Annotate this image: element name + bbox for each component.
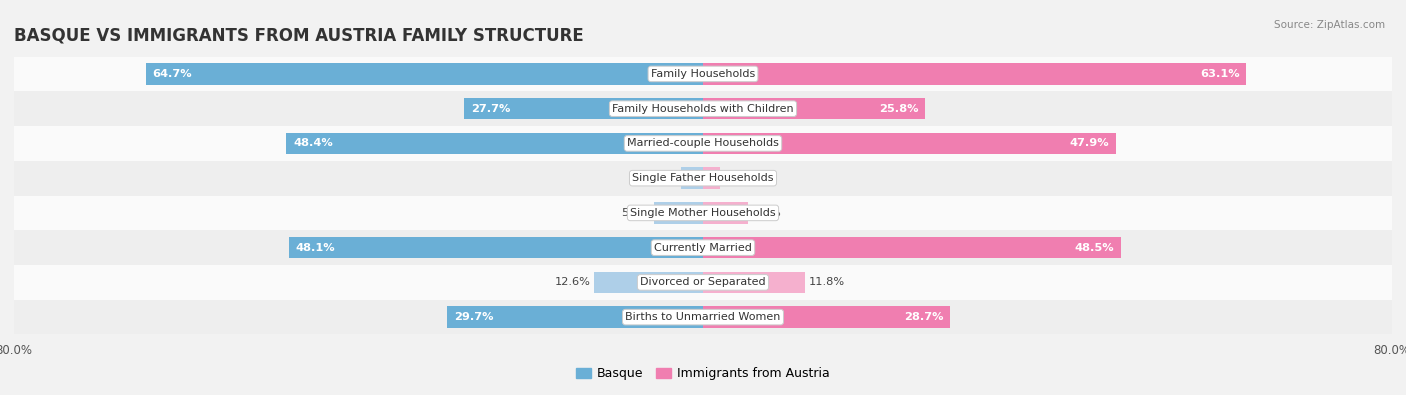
Text: 48.4%: 48.4%: [292, 138, 333, 149]
Bar: [14, 91, 1392, 126]
Text: 47.9%: 47.9%: [1069, 138, 1108, 149]
Text: 48.5%: 48.5%: [1074, 243, 1114, 253]
Bar: [447, 307, 703, 328]
Bar: [703, 167, 720, 189]
Text: 63.1%: 63.1%: [1199, 69, 1240, 79]
Bar: [703, 272, 804, 293]
Bar: [703, 133, 1115, 154]
Bar: [14, 56, 1392, 91]
Text: 12.6%: 12.6%: [554, 277, 591, 288]
Bar: [14, 126, 1392, 161]
Text: Family Households: Family Households: [651, 69, 755, 79]
Text: 48.1%: 48.1%: [295, 243, 335, 253]
Text: Married-couple Households: Married-couple Households: [627, 138, 779, 149]
Bar: [703, 63, 1246, 85]
Text: BASQUE VS IMMIGRANTS FROM AUSTRIA FAMILY STRUCTURE: BASQUE VS IMMIGRANTS FROM AUSTRIA FAMILY…: [14, 26, 583, 44]
Text: Single Mother Households: Single Mother Households: [630, 208, 776, 218]
Bar: [595, 272, 703, 293]
Legend: Basque, Immigrants from Austria: Basque, Immigrants from Austria: [571, 362, 835, 386]
Bar: [287, 133, 703, 154]
Text: 2.0%: 2.0%: [724, 173, 754, 183]
Bar: [703, 98, 925, 119]
Text: Source: ZipAtlas.com: Source: ZipAtlas.com: [1274, 20, 1385, 30]
Text: 29.7%: 29.7%: [454, 312, 494, 322]
Text: 27.7%: 27.7%: [471, 103, 510, 114]
Bar: [14, 300, 1392, 335]
Text: Currently Married: Currently Married: [654, 243, 752, 253]
Text: Births to Unmarried Women: Births to Unmarried Women: [626, 312, 780, 322]
Text: Single Father Households: Single Father Households: [633, 173, 773, 183]
Text: 5.2%: 5.2%: [752, 208, 780, 218]
Text: Divorced or Separated: Divorced or Separated: [640, 277, 766, 288]
Bar: [703, 237, 1121, 258]
Bar: [464, 98, 703, 119]
Text: 25.8%: 25.8%: [879, 103, 918, 114]
Bar: [682, 167, 703, 189]
Bar: [703, 202, 748, 224]
Bar: [654, 202, 703, 224]
Text: 11.8%: 11.8%: [808, 277, 845, 288]
Bar: [14, 265, 1392, 300]
Bar: [288, 237, 703, 258]
Text: 2.5%: 2.5%: [648, 173, 678, 183]
Bar: [146, 63, 703, 85]
Text: 64.7%: 64.7%: [153, 69, 193, 79]
Bar: [14, 196, 1392, 230]
Bar: [14, 230, 1392, 265]
Bar: [14, 161, 1392, 196]
Text: 5.7%: 5.7%: [620, 208, 650, 218]
Bar: [703, 307, 950, 328]
Text: Family Households with Children: Family Households with Children: [612, 103, 794, 114]
Text: 28.7%: 28.7%: [904, 312, 943, 322]
